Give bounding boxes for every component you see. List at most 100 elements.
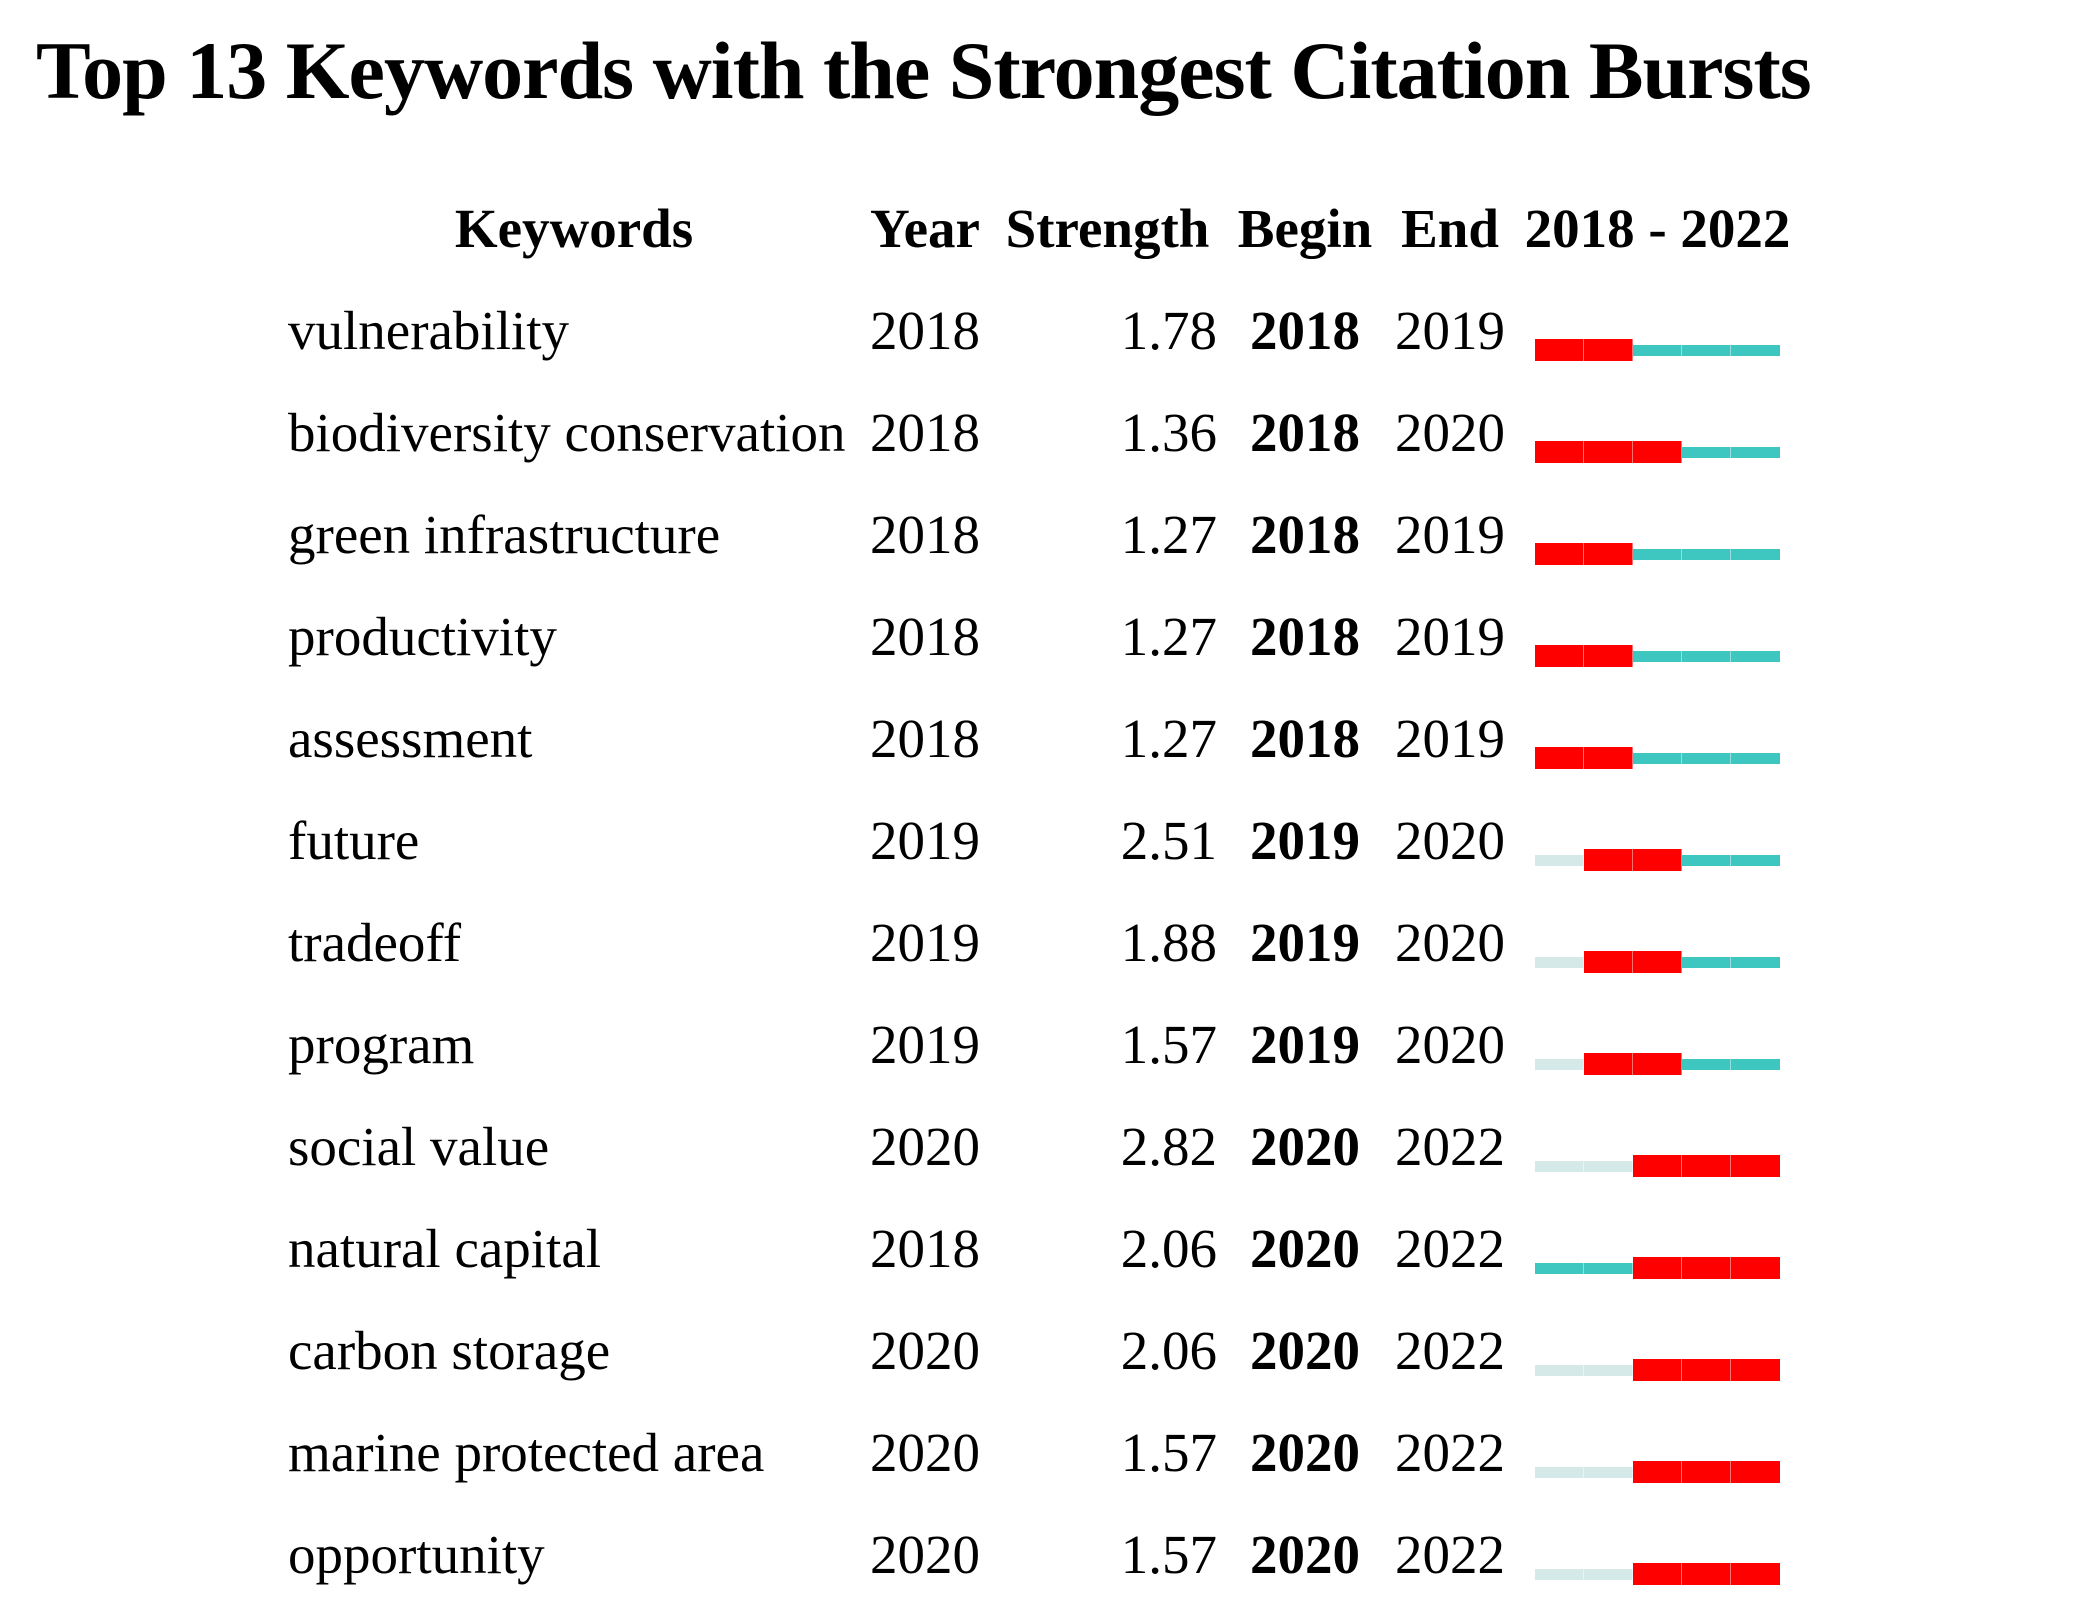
timeline-segment-2021-active — [1682, 446, 1731, 458]
begin-cell: 2018 — [1250, 503, 1360, 565]
end-cell: 2020 — [1395, 911, 1505, 973]
timeline-segment-2019-burst — [1584, 339, 1633, 361]
timeline-segment-2021-burst — [1682, 1359, 1731, 1381]
end-cell: 2020 — [1395, 809, 1505, 871]
header-year: Year — [870, 197, 980, 259]
table-row: vulnerability 2018 1.78 2018 2019 — [0, 279, 2080, 381]
timeline-segment-2022-burst — [1731, 1461, 1780, 1483]
timeline-segment-2022-active — [1731, 854, 1780, 866]
timeline-segment-2022-active — [1731, 548, 1780, 560]
timeline-segment-2021-burst — [1682, 1461, 1731, 1483]
year-cell: 2020 — [870, 1523, 980, 1585]
timeline-segment-2018-burst — [1535, 339, 1584, 361]
begin-cell: 2020 — [1250, 1421, 1360, 1483]
burst-timeline-bar — [1535, 643, 1780, 669]
strength-cell: 1.57 — [1120, 1523, 1217, 1585]
strength-cell: 1.36 — [1120, 401, 1217, 463]
timeline-segment-2018-inactive — [1535, 1160, 1584, 1172]
table-row: biodiversity conservation 2018 1.36 2018… — [0, 381, 2080, 483]
strength-cell: 1.27 — [1120, 707, 1217, 769]
timeline-segment-2022-active — [1731, 956, 1780, 968]
keyword-cell: vulnerability — [288, 299, 570, 361]
strength-cell: 2.06 — [1120, 1319, 1217, 1381]
timeline-segment-2020-active — [1633, 344, 1682, 356]
table-row: natural capital 2018 2.06 2020 2022 — [0, 1197, 2080, 1299]
header-begin: Begin — [1237, 197, 1373, 259]
keyword-cell: future — [288, 809, 420, 871]
timeline-segment-2022-active — [1731, 344, 1780, 356]
strength-cell: 1.27 — [1120, 605, 1217, 667]
burst-timeline-bar — [1535, 949, 1780, 975]
begin-cell: 2020 — [1250, 1115, 1360, 1177]
strength-cell: 2.82 — [1120, 1115, 1217, 1177]
burst-timeline-bar — [1535, 745, 1780, 771]
table-row: carbon storage 2020 2.06 2020 2022 — [0, 1299, 2080, 1401]
timeline-segment-2022-active — [1731, 1058, 1780, 1070]
timeline-segment-2021-active — [1682, 1058, 1731, 1070]
timeline-segment-2020-burst — [1633, 1563, 1682, 1585]
begin-cell: 2018 — [1250, 401, 1360, 463]
strength-cell: 1.57 — [1120, 1421, 1217, 1483]
year-cell: 2020 — [870, 1421, 980, 1483]
table-row: tradeoff 2019 1.88 2019 2020 — [0, 891, 2080, 993]
timeline-segment-2018-burst — [1535, 441, 1584, 463]
burst-table: Keywords Year Strength Begin End 2018 - … — [0, 177, 2080, 1605]
timeline-segment-2018-burst — [1535, 747, 1584, 769]
timeline-segment-2022-burst — [1731, 1257, 1780, 1279]
keyword-cell: program — [288, 1013, 475, 1075]
end-cell: 2019 — [1395, 707, 1505, 769]
timeline-segment-2022-burst — [1731, 1359, 1780, 1381]
timeline-segment-2020-burst — [1633, 1155, 1682, 1177]
timeline-segment-2019-burst — [1584, 951, 1633, 973]
timeline-segment-2018-inactive — [1535, 956, 1584, 968]
begin-cell: 2018 — [1250, 605, 1360, 667]
strength-cell: 2.51 — [1120, 809, 1217, 871]
table-row: marine protected area 2020 1.57 2020 202… — [0, 1401, 2080, 1503]
timeline-segment-2021-active — [1682, 344, 1731, 356]
keyword-cell: productivity — [288, 605, 557, 667]
timeline-segment-2018-inactive — [1535, 1364, 1584, 1376]
begin-cell: 2020 — [1250, 1217, 1360, 1279]
burst-timeline-bar — [1535, 847, 1780, 873]
timeline-segment-2019-active — [1584, 1262, 1633, 1274]
begin-cell: 2020 — [1250, 1319, 1360, 1381]
keyword-cell: biodiversity conservation — [288, 401, 846, 463]
timeline-segment-2018-burst — [1535, 645, 1584, 667]
keyword-cell: natural capital — [288, 1217, 602, 1279]
timeline-segment-2018-inactive — [1535, 1466, 1584, 1478]
end-cell: 2022 — [1395, 1421, 1505, 1483]
chart-title: Top 13 Keywords with the Strongest Citat… — [36, 25, 1812, 116]
timeline-segment-2018-inactive — [1535, 854, 1584, 866]
timeline-segment-2020-burst — [1633, 1359, 1682, 1381]
begin-cell: 2018 — [1250, 299, 1360, 361]
begin-cell: 2018 — [1250, 707, 1360, 769]
timeline-segment-2022-burst — [1731, 1563, 1780, 1585]
timeline-segment-2021-active — [1682, 752, 1731, 764]
keyword-cell: green infrastructure — [288, 503, 721, 565]
timeline-segment-2022-active — [1731, 650, 1780, 662]
year-cell: 2018 — [870, 299, 980, 361]
timeline-segment-2019-inactive — [1584, 1160, 1633, 1172]
table-row: assessment 2018 1.27 2018 2019 — [0, 687, 2080, 789]
begin-cell: 2019 — [1250, 809, 1360, 871]
header-period: 2018 - 2022 — [1524, 197, 1791, 259]
burst-timeline-bar — [1535, 1153, 1780, 1179]
year-cell: 2018 — [870, 707, 980, 769]
keyword-cell: marine protected area — [288, 1421, 765, 1483]
timeline-segment-2019-burst — [1584, 1053, 1633, 1075]
burst-timeline-bar — [1535, 541, 1780, 567]
burst-timeline-bar — [1535, 1459, 1780, 1485]
end-cell: 2019 — [1395, 299, 1505, 361]
burst-timeline-bar — [1535, 1357, 1780, 1383]
timeline-segment-2021-burst — [1682, 1155, 1731, 1177]
table-body: vulnerability 2018 1.78 2018 2019 biodiv… — [0, 279, 2080, 1605]
keyword-cell: tradeoff — [288, 911, 462, 973]
strength-cell: 1.27 — [1120, 503, 1217, 565]
end-cell: 2022 — [1395, 1217, 1505, 1279]
timeline-segment-2020-burst — [1633, 1053, 1682, 1075]
end-cell: 2020 — [1395, 1013, 1505, 1075]
header-strength: Strength — [1005, 197, 1210, 259]
timeline-segment-2019-burst — [1584, 441, 1633, 463]
end-cell: 2019 — [1395, 503, 1505, 565]
burst-timeline-bar — [1535, 1255, 1780, 1281]
